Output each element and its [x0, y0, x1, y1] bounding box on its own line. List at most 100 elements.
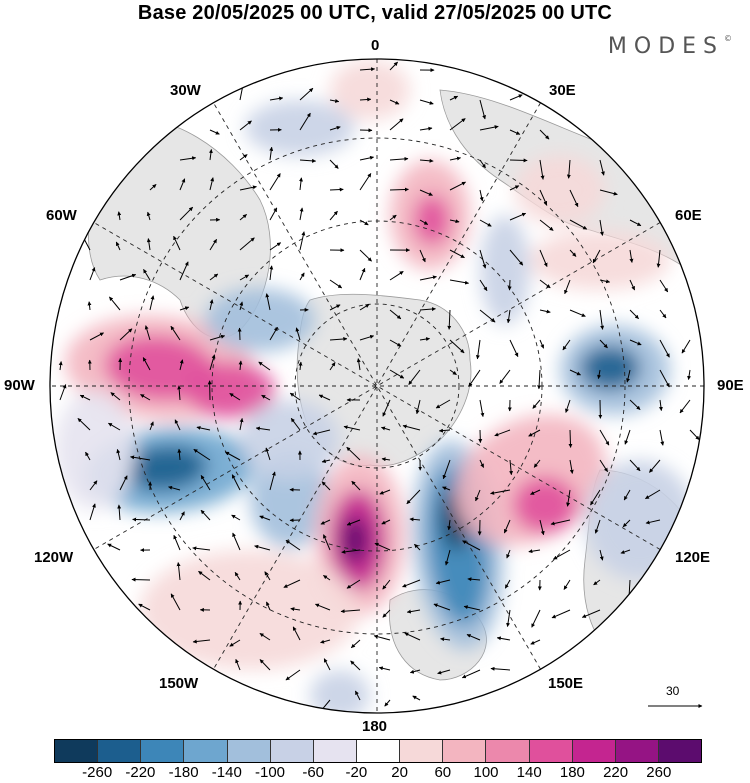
wind-arrow	[258, 361, 271, 371]
wind-arrow	[509, 339, 519, 357]
wind-arrow	[265, 447, 271, 461]
wind-arrow	[530, 489, 541, 495]
anomaly-contour	[123, 445, 207, 491]
wind-arrow	[437, 669, 451, 675]
wind-arrow	[509, 185, 520, 191]
wind-arrow	[551, 609, 571, 619]
wind-arrow	[550, 519, 571, 526]
wind-arrow	[350, 639, 361, 649]
wind-arrow	[130, 455, 151, 461]
wind-arrow	[299, 207, 304, 221]
wind-arrow	[346, 446, 361, 461]
wind-arrow	[389, 187, 409, 192]
wind-arrow	[329, 125, 341, 131]
wind-arrow	[259, 632, 271, 641]
wind-arrow	[442, 459, 451, 480]
colorbar-swatch	[443, 740, 487, 762]
wind-arrow	[209, 129, 220, 135]
wind-arrow	[192, 639, 211, 644]
wind-arrow	[108, 422, 121, 431]
wind-arrow	[532, 399, 541, 409]
wind-arrow	[479, 189, 484, 202]
colorbar-swatch	[572, 740, 616, 762]
wind-arrow	[599, 339, 608, 349]
wind-arrow	[329, 159, 339, 169]
wind-arrow	[179, 511, 185, 521]
wind-arrow	[449, 95, 459, 101]
wind-arrow	[626, 369, 631, 383]
colorbar-tick-label: 20	[391, 764, 408, 781]
wind-arrow	[645, 489, 661, 500]
wind-arrow	[140, 393, 151, 401]
wind-arrow	[146, 238, 151, 251]
colorbar-swatch	[529, 740, 573, 762]
wind-arrow	[599, 159, 605, 176]
wind-arrow	[504, 579, 511, 589]
wind-arrow	[409, 669, 421, 674]
wind-arrow	[299, 87, 314, 101]
anomaly-contour	[240, 400, 340, 480]
wind-arrow	[629, 459, 641, 472]
wind-arrow	[479, 99, 487, 120]
wind-arrow	[351, 480, 361, 491]
wind-arrow	[419, 249, 426, 263]
wind-arrow	[359, 97, 372, 102]
wind-arrow	[209, 354, 216, 371]
wind-arrow	[389, 61, 398, 71]
wind-arrow	[299, 177, 303, 191]
wind-arrow	[259, 659, 271, 671]
wind-arrow	[629, 219, 642, 227]
wind-arrow	[528, 429, 541, 437]
wind-arrow	[533, 459, 541, 468]
modes-logo: MODES©	[607, 34, 732, 59]
wind-arrow	[318, 394, 331, 401]
wind-arrow	[479, 249, 487, 269]
wind-arrow	[109, 296, 121, 311]
wind-arrow	[659, 339, 670, 358]
wind-arrow	[419, 275, 437, 281]
wind-arrow	[381, 457, 391, 462]
wind-arrow	[179, 261, 189, 281]
wind-arrow	[225, 451, 241, 461]
wind-arrow	[269, 326, 278, 341]
wind-arrow	[110, 392, 121, 401]
wind-arrow	[503, 519, 511, 534]
wind-arrow	[419, 189, 433, 196]
wind-arrow	[659, 369, 670, 388]
lon-label-60e: 60E	[675, 207, 702, 224]
anomaly-contour	[580, 346, 640, 390]
wind-arrow	[442, 486, 451, 491]
wind-arrow	[138, 603, 151, 611]
lon-label-90e: 90E	[717, 377, 744, 394]
wind-arrow	[264, 571, 271, 581]
colorbar-tick-label: 60	[434, 764, 452, 781]
wind-arrow	[329, 98, 340, 103]
wind-arrow	[299, 158, 317, 163]
wind-arrow	[569, 249, 577, 257]
wind-arrow	[229, 392, 241, 401]
wind-arrow	[149, 295, 155, 311]
wind-arrow	[359, 155, 374, 161]
wind-arrow	[173, 235, 181, 251]
wind-arrow	[209, 238, 218, 251]
wind-arrow	[569, 189, 579, 208]
wind-arrow	[312, 429, 331, 436]
wind-arrow	[174, 419, 181, 431]
wind-arrow	[329, 304, 341, 311]
wind-vectors	[58, 61, 700, 713]
wind-arrow	[389, 156, 409, 161]
colorbar-tick-label: 220	[603, 764, 629, 781]
wind-arrow	[77, 418, 91, 431]
wind-arrow	[568, 429, 573, 448]
anomaly-contour	[310, 670, 370, 713]
wind-arrow	[373, 634, 391, 641]
wind-arrow	[177, 385, 182, 401]
wind-arrow	[566, 159, 571, 179]
wind-arrow	[447, 519, 452, 531]
wind-arrow	[509, 459, 514, 476]
wind-arrow	[239, 274, 250, 281]
wind-arrow	[599, 549, 604, 561]
colorbar-swatch	[270, 740, 314, 762]
wind-arrow	[419, 158, 434, 163]
